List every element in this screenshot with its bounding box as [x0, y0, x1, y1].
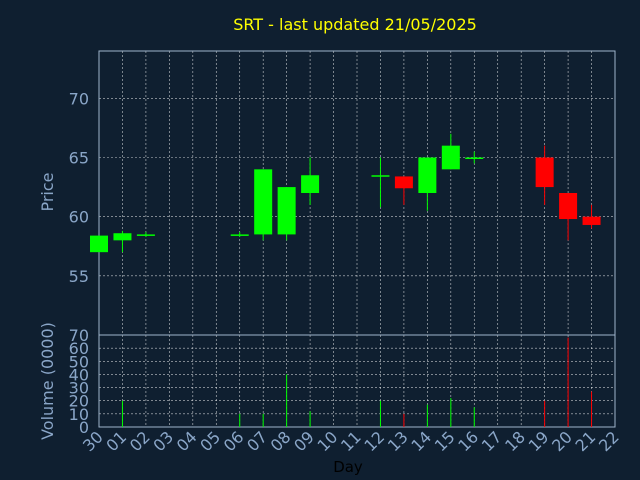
- candle-body: [418, 157, 437, 193]
- candle-body: [230, 234, 249, 236]
- x-axis-ticks: 3001020304050607080910111213141516171819…: [79, 427, 623, 455]
- volume-tick-label: 30: [69, 379, 89, 398]
- price-tick-label: 65: [69, 149, 89, 168]
- candle-body: [559, 193, 578, 220]
- price-tick-label: 60: [69, 208, 89, 227]
- candle-body: [465, 157, 484, 159]
- candle-body: [113, 233, 132, 241]
- candle-body: [535, 157, 554, 188]
- x-axis-label: Day: [333, 458, 363, 476]
- candle-body: [371, 175, 390, 177]
- price-axis-label: Price: [38, 172, 57, 211]
- candle-body: [301, 175, 320, 193]
- volume-axis-label: Volume (0000): [38, 322, 57, 440]
- candle-body: [441, 145, 460, 170]
- price-tick-label: 70: [69, 89, 89, 108]
- volume-tick-label: 50: [69, 352, 89, 371]
- price-tick-label: 55: [69, 267, 89, 286]
- candle-body: [136, 234, 155, 236]
- volume-tick-label: 0: [79, 418, 89, 437]
- candle-body: [254, 169, 273, 235]
- candle-body: [582, 216, 601, 225]
- volume-tick-label: 60: [69, 339, 89, 358]
- volume-tick-label: 40: [69, 365, 89, 384]
- chart-title: SRT - last updated 21/05/2025: [233, 15, 477, 34]
- x-tick-label: 22: [595, 427, 623, 455]
- volume-tick-label: 10: [69, 405, 89, 424]
- price-panel: 55 60 65 70: [69, 50, 616, 336]
- candle-body: [90, 235, 108, 253]
- volume-tick-label: 20: [69, 392, 89, 411]
- candle-body: [394, 176, 413, 189]
- candle-body: [277, 187, 296, 235]
- volume-tick-label: 70: [69, 326, 89, 345]
- volume-panel-frame: [98, 334, 616, 428]
